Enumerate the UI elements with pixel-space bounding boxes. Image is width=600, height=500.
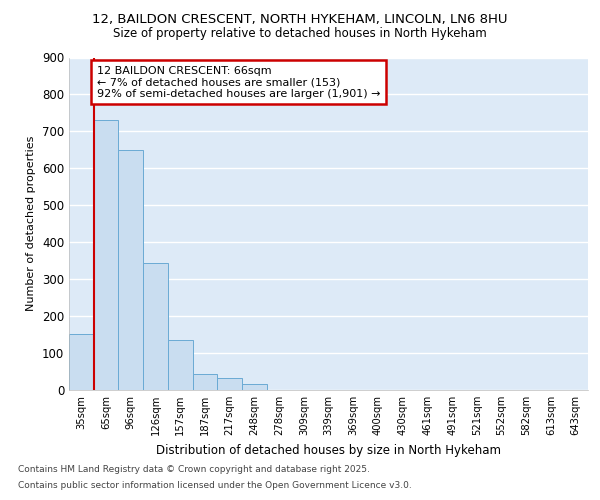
Bar bbox=[118, 150, 143, 390]
Text: Size of property relative to detached houses in North Hykeham: Size of property relative to detached ho… bbox=[113, 28, 487, 40]
Bar bbox=[242, 384, 267, 390]
Text: 12, BAILDON CRESCENT, NORTH HYKEHAM, LINCOLN, LN6 8HU: 12, BAILDON CRESCENT, NORTH HYKEHAM, LIN… bbox=[92, 12, 508, 26]
Text: Contains HM Land Registry data © Crown copyright and database right 2025.: Contains HM Land Registry data © Crown c… bbox=[18, 466, 370, 474]
Text: Contains public sector information licensed under the Open Government Licence v3: Contains public sector information licen… bbox=[18, 480, 412, 490]
Bar bbox=[69, 334, 94, 390]
Bar bbox=[143, 262, 168, 390]
Bar bbox=[193, 374, 217, 390]
Y-axis label: Number of detached properties: Number of detached properties bbox=[26, 136, 37, 312]
X-axis label: Distribution of detached houses by size in North Hykeham: Distribution of detached houses by size … bbox=[156, 444, 501, 456]
Bar bbox=[94, 120, 118, 390]
Bar bbox=[217, 378, 242, 390]
Text: 12 BAILDON CRESCENT: 66sqm
← 7% of detached houses are smaller (153)
92% of semi: 12 BAILDON CRESCENT: 66sqm ← 7% of detac… bbox=[97, 66, 380, 99]
Bar bbox=[168, 340, 193, 390]
